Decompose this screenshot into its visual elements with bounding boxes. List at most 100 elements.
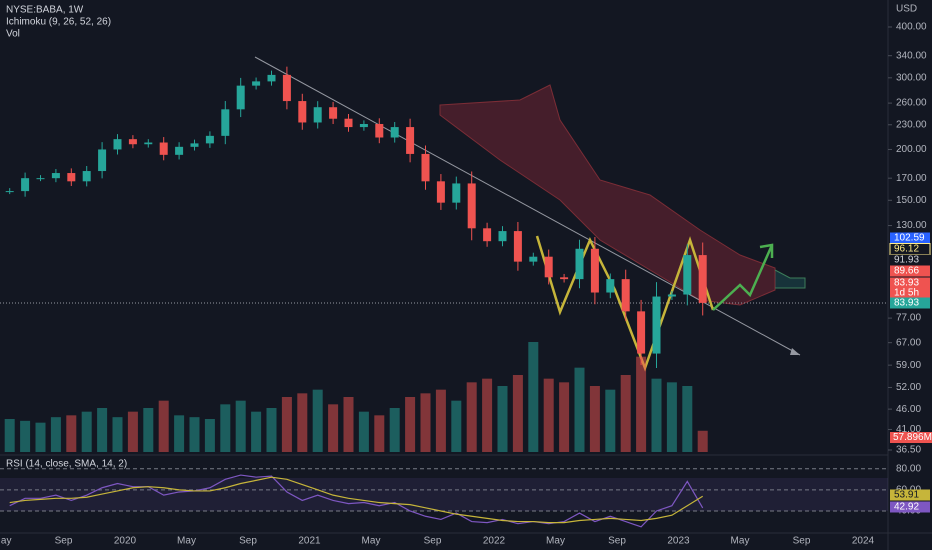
- candle-body: [21, 178, 30, 192]
- y-tick-label: 200.00: [896, 144, 927, 155]
- x-tick-label: May: [177, 536, 196, 547]
- volume-bar: [574, 367, 585, 452]
- candle-body: [529, 256, 538, 262]
- candle-body: [698, 255, 707, 303]
- volume-bar: [405, 397, 416, 452]
- candle-body: [344, 118, 353, 128]
- indicator-ichimoku: Ichimoku (9, 26, 52, 26): [6, 17, 111, 28]
- trend-arrow: [790, 348, 800, 355]
- candle-body: [159, 142, 168, 155]
- x-tick-label: 2021: [298, 536, 321, 547]
- volume-bar: [174, 415, 185, 452]
- volume-bar: [297, 393, 308, 452]
- ichimoku-cloud: [439, 84, 776, 306]
- candle-body: [406, 127, 415, 154]
- candle-body: [421, 153, 430, 182]
- volume-bar: [251, 411, 262, 452]
- x-tick-label: May: [362, 536, 381, 547]
- price-badge: [890, 232, 930, 244]
- price-badge: [890, 254, 930, 266]
- projection-arrowhead: [759, 243, 774, 258]
- volume-bar: [266, 408, 277, 452]
- volume-bar: [97, 408, 108, 452]
- price-badge-label: 91.93: [894, 255, 919, 266]
- y-tick-label: 59.00: [896, 360, 921, 371]
- volume-bar: [620, 375, 631, 452]
- volume-bar: [497, 386, 508, 452]
- price-badge: [890, 265, 930, 277]
- candle-body: [467, 183, 476, 229]
- projection-arrow: [712, 244, 774, 311]
- candle-body: [560, 277, 569, 280]
- y-tick-label: 150.00: [896, 195, 927, 206]
- y-tick-label: 300.00: [896, 72, 927, 83]
- volume-bar: [66, 415, 77, 452]
- x-tick-label: Sep: [424, 536, 442, 547]
- rsi-line: [9, 474, 704, 528]
- price-badge-label: 102.59: [894, 233, 925, 244]
- price-badge: [890, 277, 930, 289]
- volume-bar: [435, 389, 446, 452]
- price-badge: [890, 287, 930, 299]
- candle-body: [5, 191, 14, 193]
- zigzag-drawing: [535, 235, 715, 372]
- candle-body: [51, 173, 60, 179]
- candle-body: [282, 74, 291, 102]
- volume-bar: [50, 417, 61, 452]
- volume-bar: [682, 386, 693, 452]
- candle-body: [190, 143, 199, 147]
- currency: USD: [896, 4, 917, 15]
- candle-body: [590, 248, 599, 293]
- candle-body: [575, 248, 584, 280]
- candle-body: [683, 255, 692, 295]
- volume-bar: [143, 408, 154, 452]
- indicator-vol: Vol: [6, 29, 20, 40]
- trend-line: [254, 56, 801, 356]
- volume-bar: [466, 382, 477, 452]
- candle-body: [375, 123, 384, 138]
- rsi-badge: [890, 501, 930, 513]
- candle-body: [498, 231, 507, 242]
- candle-body: [436, 181, 445, 203]
- y-tick-label: 340.00: [896, 50, 927, 61]
- rsi-band: [0, 478, 888, 511]
- candle-body: [236, 85, 245, 110]
- y-tick-label: 52.00: [896, 382, 921, 393]
- candle-body: [175, 146, 184, 155]
- x-tick-label: May: [731, 536, 750, 547]
- y-tick-label: 260.00: [896, 98, 927, 109]
- volume-bar: [220, 404, 231, 452]
- volume-bar: [112, 417, 123, 452]
- indicator-rsi: RSI (14, close, SMA, 14, 2): [6, 459, 127, 470]
- y-tick-label: 230.00: [896, 119, 927, 130]
- candle-body: [82, 171, 91, 182]
- volume-bar: [512, 375, 523, 452]
- rsi-badge-label: 42.92: [894, 502, 919, 513]
- volume-bar: [420, 393, 431, 452]
- volume-bar: [158, 400, 169, 452]
- volume-bar: [358, 411, 369, 452]
- candle-body: [205, 135, 214, 144]
- price-badge-label: 83.93: [894, 278, 919, 289]
- volume-bar: [651, 378, 662, 452]
- candle-body: [652, 296, 661, 354]
- candle-body: [67, 173, 76, 182]
- volume-bar: [528, 342, 539, 452]
- x-tick-label: Sep: [239, 536, 257, 547]
- x-tick-label: 2020: [114, 536, 137, 547]
- volume-badge: [890, 432, 932, 443]
- y-tick-label: 130.00: [896, 220, 927, 231]
- symbol: NYSE:BABA, 1W: [6, 5, 84, 16]
- volume-bar: [20, 420, 31, 452]
- volume-bar: [35, 422, 46, 452]
- candle-body: [483, 228, 492, 242]
- rsi-sma-badge: [890, 489, 930, 501]
- y-tick-label: 67.00: [896, 337, 921, 348]
- price-badge-label: 96.12: [894, 244, 919, 255]
- volume-bar: [697, 430, 708, 452]
- volume-bar: [543, 378, 554, 452]
- price-badge: [890, 297, 930, 309]
- volume-bar: [189, 417, 200, 452]
